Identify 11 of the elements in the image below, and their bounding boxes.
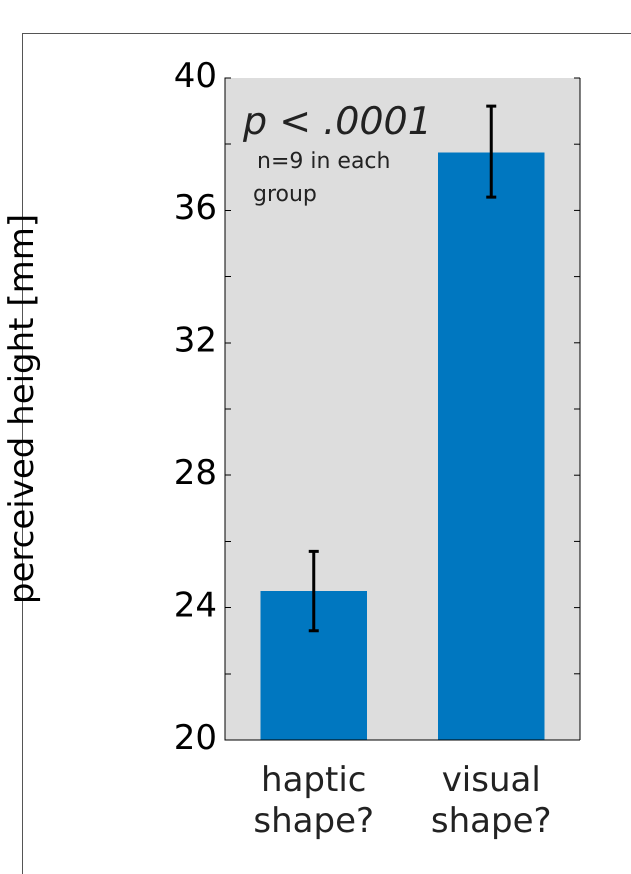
y-tick-label: 36 xyxy=(174,188,217,228)
y-tick-label: 32 xyxy=(174,320,217,361)
y-tick-label: 24 xyxy=(174,585,217,626)
annotation: p < .0001 xyxy=(242,99,432,143)
y-tick-label: 28 xyxy=(174,453,217,494)
y-tick-label: 40 xyxy=(174,56,217,96)
y-axis-title: perceived height [mm] xyxy=(2,214,42,604)
x-tick-label: visual shape? xyxy=(430,760,552,842)
y-tick-label: 20 xyxy=(174,718,217,758)
x-tick-label: haptic shape? xyxy=(253,760,374,842)
annotation: n=9 in each group xyxy=(253,149,390,207)
